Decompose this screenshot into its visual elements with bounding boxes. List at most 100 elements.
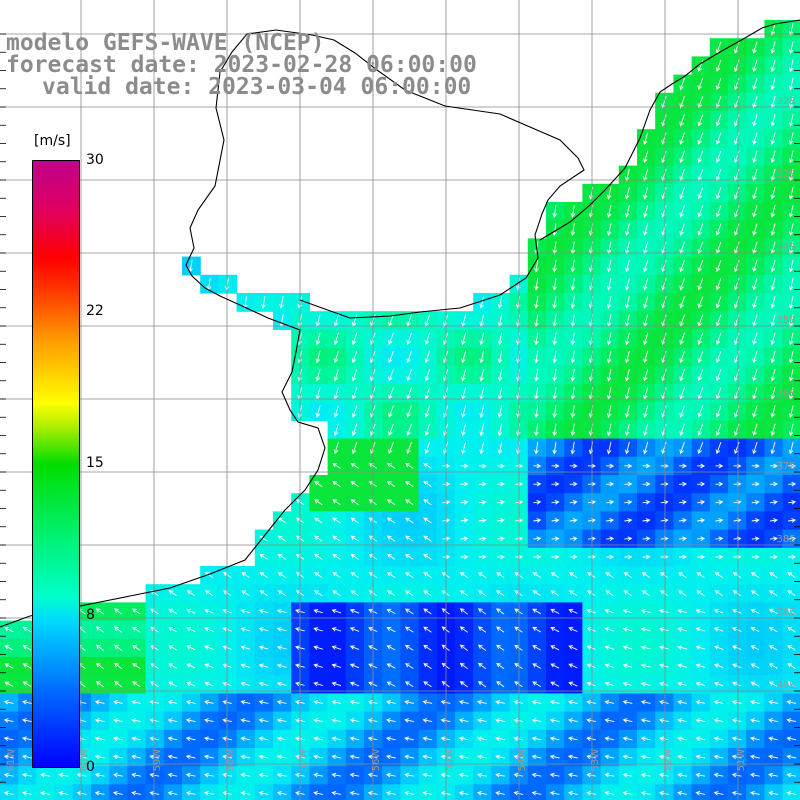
wind-arrow <box>751 554 760 560</box>
wind-arrow <box>715 481 724 487</box>
wind-arrow <box>786 754 797 760</box>
wind-arrow <box>203 790 214 796</box>
wind-arrow <box>643 259 649 273</box>
wind-arrow <box>697 296 704 309</box>
wind-arrow <box>749 790 760 796</box>
longitude-label: 51W <box>736 749 747 772</box>
wind-arrow <box>660 463 669 469</box>
wind-cell <box>109 784 128 800</box>
wind-arrow <box>185 699 196 705</box>
wind-arrow <box>276 699 287 705</box>
wind-arrow <box>258 736 269 741</box>
wind-arrow <box>552 423 557 437</box>
wind-arrow <box>568 663 578 669</box>
wind-arrow <box>696 590 705 597</box>
wind-arrow <box>624 259 630 273</box>
wind-arrow <box>534 332 539 346</box>
wind-arrow <box>385 754 396 760</box>
wind-arrow <box>661 187 667 200</box>
wind-arrow <box>168 663 178 669</box>
wind-arrow <box>314 481 323 487</box>
wind-arrow <box>642 481 651 487</box>
wind-arrow <box>332 535 341 542</box>
wind-arrow <box>679 296 685 309</box>
wind-arrow <box>569 518 578 523</box>
wind-arrow <box>405 481 414 487</box>
wind-arrow <box>679 278 685 291</box>
longitude-label: 55W <box>444 749 455 772</box>
wind-arrow <box>113 608 123 615</box>
wind-arrow <box>404 645 414 651</box>
wind-arrow <box>715 332 722 345</box>
wind-arrow <box>186 663 196 669</box>
wind-arrow <box>22 626 32 633</box>
wind-arrow <box>642 518 651 523</box>
wind-arrow <box>404 663 414 669</box>
wind-arrow <box>697 114 704 127</box>
wind-arrow <box>623 590 632 597</box>
wind-arrow <box>770 296 776 309</box>
wind-arrow <box>788 518 797 523</box>
wind-arrow <box>661 278 667 291</box>
wind-arrow <box>769 463 778 469</box>
wind-arrow <box>696 572 705 578</box>
wind-arrow <box>786 718 797 723</box>
wind-arrow <box>734 405 740 418</box>
wind-arrow <box>734 77 740 91</box>
wind-arrow <box>568 608 578 614</box>
wind-arrow <box>495 754 505 760</box>
wind-arrow <box>770 186 776 200</box>
wind-arrow <box>752 59 758 73</box>
wind-arrow <box>476 718 487 723</box>
wind-arrow <box>788 41 794 55</box>
wind-arrow <box>222 663 232 669</box>
wind-arrow <box>678 518 687 523</box>
wind-arrow <box>386 645 396 651</box>
wind-arrow <box>276 736 287 741</box>
wind-arrow <box>752 187 758 200</box>
wind-arrow <box>770 59 776 73</box>
wind-arrow <box>167 699 178 705</box>
wind-arrow <box>677 699 687 705</box>
wind-arrow <box>624 405 630 419</box>
wind-arrow <box>405 590 414 597</box>
wind-arrow <box>315 350 321 364</box>
wind-arrow <box>258 663 269 669</box>
wind-arrow <box>422 772 433 778</box>
wind-arrow <box>713 699 724 705</box>
wind-arrow <box>769 518 778 523</box>
wind-arrow <box>567 790 578 796</box>
wind-arrow <box>405 517 414 524</box>
wind-arrow <box>240 736 251 741</box>
wind-arrow <box>277 590 287 597</box>
wind-arrow <box>386 499 396 506</box>
wind-arrow <box>604 699 615 705</box>
wind-arrow <box>315 405 321 419</box>
wind-arrow <box>567 772 578 778</box>
wind-arrow <box>259 572 268 578</box>
wind-arrow <box>788 554 797 560</box>
wind-arrow <box>622 608 633 614</box>
wind-cell <box>254 784 274 800</box>
latitude-label: 32S <box>776 96 795 107</box>
wind-arrow <box>94 699 105 705</box>
wind-arrow <box>622 754 633 760</box>
wind-arrow <box>679 332 685 346</box>
wind-arrow <box>715 259 722 273</box>
wind-arrow <box>731 718 742 723</box>
wind-arrow <box>604 608 615 614</box>
wind-arrow <box>460 536 469 541</box>
wind-arrow <box>715 350 722 364</box>
wind-arrow <box>695 718 706 723</box>
wind-arrow <box>533 554 542 560</box>
wind-arrow <box>550 663 560 669</box>
wind-arrow <box>549 754 560 760</box>
wind-arrow <box>349 608 360 614</box>
wind-arrow <box>131 718 141 723</box>
wind-arrow <box>333 350 339 364</box>
wind-arrow <box>606 332 612 346</box>
wind-arrow <box>461 350 467 364</box>
wind-arrow <box>641 590 651 597</box>
wind-arrow <box>406 350 412 364</box>
wind-arrow <box>460 481 469 487</box>
